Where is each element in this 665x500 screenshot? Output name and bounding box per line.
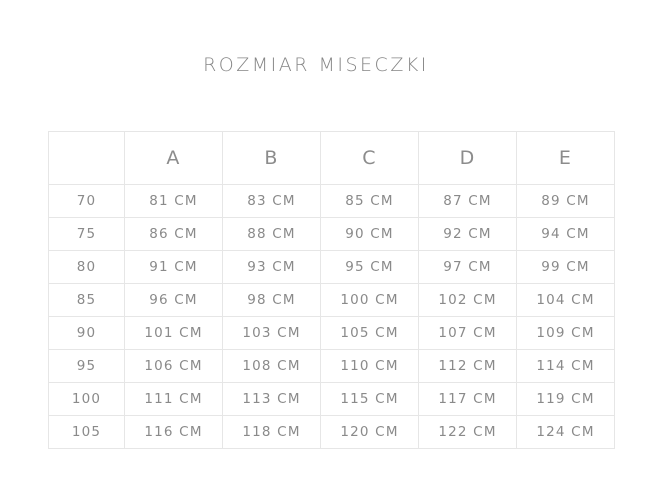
measurement-cell: 109 CM (516, 316, 615, 350)
table-row: 90 101 CM 103 CM 105 CM 107 CM 109 CM (48, 316, 615, 350)
measurement-cell: 99 CM (516, 250, 615, 284)
measurement-cell: 124 CM (516, 415, 615, 449)
measurement-cell: 103 CM (222, 316, 321, 350)
column-header-a: A (124, 131, 223, 185)
measurement-cell: 112 CM (418, 349, 517, 383)
table-row: 105 116 CM 118 CM 120 CM 122 CM 124 CM (48, 415, 615, 449)
header-corner (48, 131, 125, 185)
column-header-e: E (516, 131, 615, 185)
band-size-cell: 95 (48, 349, 125, 383)
measurement-cell: 92 CM (418, 217, 517, 251)
band-size-cell: 100 (48, 382, 125, 416)
measurement-cell: 97 CM (418, 250, 517, 284)
band-size-cell: 70 (48, 184, 125, 218)
measurement-cell: 90 CM (320, 217, 419, 251)
table-row: 75 86 CM 88 CM 90 CM 92 CM 94 CM (48, 217, 615, 251)
measurement-cell: 94 CM (516, 217, 615, 251)
measurement-cell: 106 CM (124, 349, 223, 383)
measurement-cell: 114 CM (516, 349, 615, 383)
measurement-cell: 83 CM (222, 184, 321, 218)
band-size-cell: 90 (48, 316, 125, 350)
measurement-cell: 95 CM (320, 250, 419, 284)
measurement-cell: 96 CM (124, 283, 223, 317)
measurement-cell: 81 CM (124, 184, 223, 218)
measurement-cell: 91 CM (124, 250, 223, 284)
measurement-cell: 101 CM (124, 316, 223, 350)
band-size-cell: 105 (48, 415, 125, 449)
page-title: ROZMIAR MISECZKI (203, 54, 429, 76)
table-row: 85 96 CM 98 CM 100 CM 102 CM 104 CM (48, 283, 615, 317)
band-size-cell: 75 (48, 217, 125, 251)
measurement-cell: 93 CM (222, 250, 321, 284)
table-row: 95 106 CM 108 CM 110 CM 112 CM 114 CM (48, 349, 615, 383)
measurement-cell: 98 CM (222, 283, 321, 317)
measurement-cell: 118 CM (222, 415, 321, 449)
measurement-cell: 110 CM (320, 349, 419, 383)
measurement-cell: 120 CM (320, 415, 419, 449)
measurement-cell: 113 CM (222, 382, 321, 416)
measurement-cell: 87 CM (418, 184, 517, 218)
measurement-cell: 85 CM (320, 184, 419, 218)
measurement-cell: 102 CM (418, 283, 517, 317)
table-row: 70 81 CM 83 CM 85 CM 87 CM 89 CM (48, 184, 615, 218)
measurement-cell: 100 CM (320, 283, 419, 317)
measurement-cell: 122 CM (418, 415, 517, 449)
measurement-cell: 115 CM (320, 382, 419, 416)
measurement-cell: 105 CM (320, 316, 419, 350)
measurement-cell: 86 CM (124, 217, 223, 251)
measurement-cell: 88 CM (222, 217, 321, 251)
table-row: 100 111 CM 113 CM 115 CM 117 CM 119 CM (48, 382, 615, 416)
column-header-b: B (222, 131, 321, 185)
measurement-cell: 108 CM (222, 349, 321, 383)
band-size-cell: 80 (48, 250, 125, 284)
column-header-d: D (418, 131, 517, 185)
column-header-c: C (320, 131, 419, 185)
measurement-cell: 119 CM (516, 382, 615, 416)
measurement-cell: 89 CM (516, 184, 615, 218)
measurement-cell: 117 CM (418, 382, 517, 416)
table-row: 80 91 CM 93 CM 95 CM 97 CM 99 CM (48, 250, 615, 284)
measurement-cell: 107 CM (418, 316, 517, 350)
measurement-cell: 111 CM (124, 382, 223, 416)
band-size-cell: 85 (48, 283, 125, 317)
measurement-cell: 116 CM (124, 415, 223, 449)
measurement-cell: 104 CM (516, 283, 615, 317)
